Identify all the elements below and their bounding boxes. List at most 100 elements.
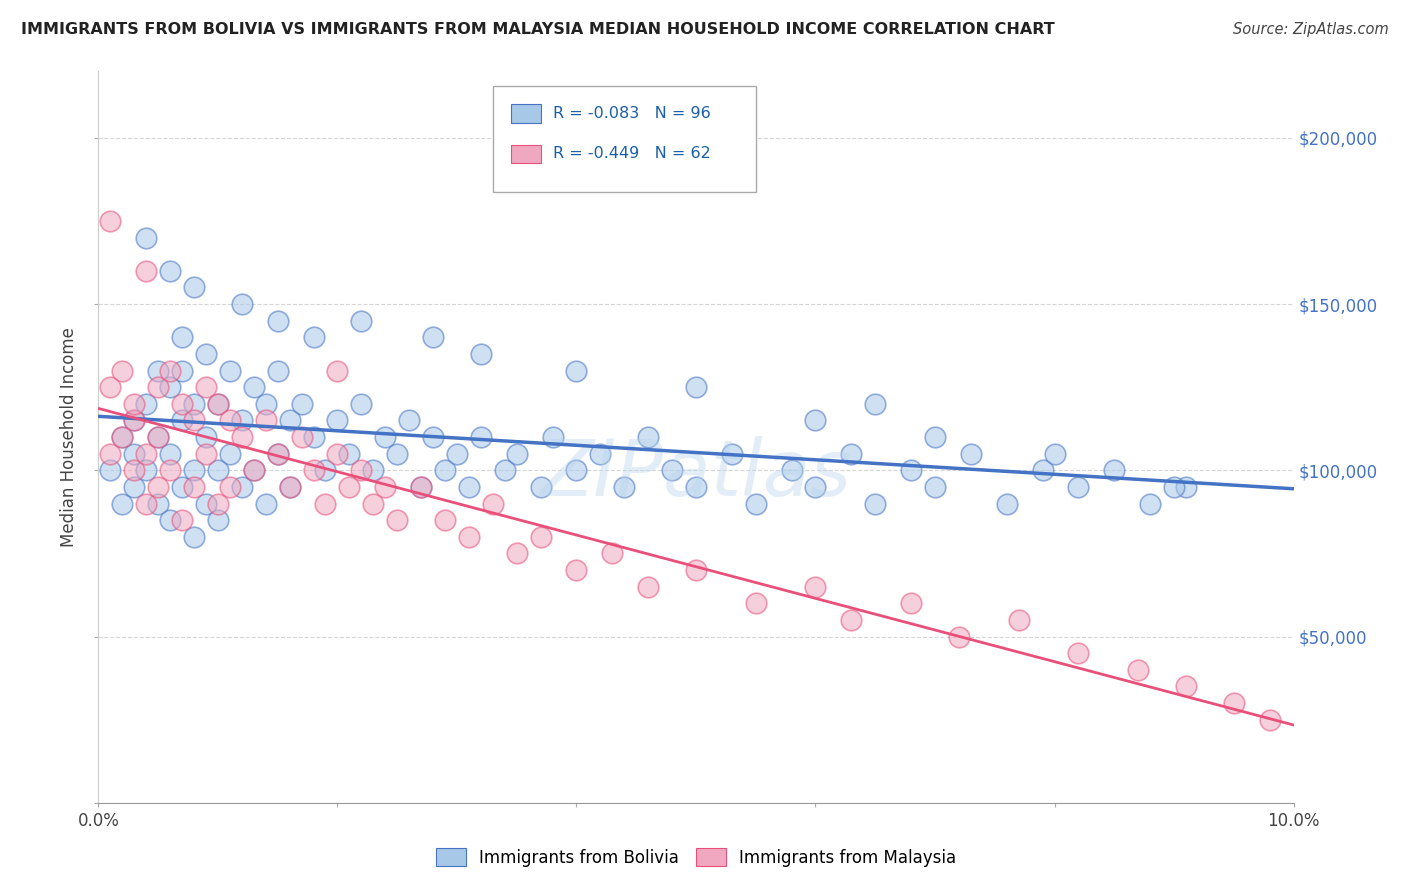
Point [267,447,290,461]
Point [995,497,1018,511]
Point [363,497,385,511]
Point [159,380,181,394]
Point [207,397,229,411]
Point [278,480,301,494]
Point [804,480,827,494]
Point [172,413,194,427]
Point [219,447,242,461]
Point [124,447,146,461]
Y-axis label: Median Household Income: Median Household Income [60,327,79,547]
Legend: Immigrants from Bolivia, Immigrants from Malaysia: Immigrants from Bolivia, Immigrants from… [427,840,965,875]
Point [470,430,492,444]
Point [350,397,373,411]
Point [506,546,529,560]
Point [385,447,409,461]
Point [172,330,194,344]
Point [1175,480,1198,494]
Point [685,563,707,577]
Point [339,447,361,461]
Point [458,530,481,544]
Point [124,480,146,494]
Point [363,463,385,477]
Point [207,513,229,527]
Point [865,497,887,511]
Point [422,330,444,344]
Point [135,264,157,278]
Point [148,430,170,444]
Point [721,447,744,461]
Point [385,513,409,527]
Point [243,463,266,477]
FancyBboxPatch shape [510,104,541,122]
Point [326,447,349,461]
Point [411,480,433,494]
Point [1258,713,1281,727]
Point [374,430,396,444]
Point [1139,497,1161,511]
Point [350,463,373,477]
Text: R = -0.083   N = 96: R = -0.083 N = 96 [553,106,710,121]
Point [254,413,277,427]
Point [243,380,266,394]
Point [602,546,624,560]
Point [267,447,290,461]
Text: ZIPatlas: ZIPatlas [540,435,852,512]
Point [254,497,277,511]
Point [315,463,337,477]
Point [159,447,181,461]
Point [135,497,157,511]
Point [135,463,157,477]
Point [565,563,588,577]
Point [98,463,122,477]
Point [541,430,564,444]
Point [183,280,205,294]
Point [924,430,946,444]
Point [124,413,146,427]
Point [434,513,457,527]
Point [924,480,946,494]
Text: Source: ZipAtlas.com: Source: ZipAtlas.com [1233,22,1389,37]
Point [231,413,253,427]
Point [148,497,170,511]
Point [589,447,612,461]
Point [685,480,707,494]
Point [278,480,301,494]
Point [172,397,194,411]
Point [183,480,205,494]
Point [231,480,253,494]
Point [745,596,768,610]
Point [434,463,457,477]
Point [124,463,146,477]
Point [148,380,170,394]
Point [195,497,218,511]
Point [195,347,218,361]
Point [172,363,194,377]
Point [350,314,373,328]
Point [172,513,194,527]
Point [960,447,983,461]
Point [183,530,205,544]
FancyBboxPatch shape [494,86,756,192]
FancyBboxPatch shape [510,145,541,163]
Point [195,380,218,394]
Point [685,380,707,394]
Point [398,413,420,427]
Point [565,463,588,477]
Point [111,497,134,511]
Point [530,480,553,494]
Point [207,397,229,411]
Point [841,447,863,461]
Point [183,463,205,477]
Point [254,397,277,411]
Point [231,297,253,311]
Point [804,413,827,427]
Point [98,214,122,228]
Point [207,463,229,477]
Point [219,480,242,494]
Point [1067,480,1090,494]
Point [315,497,337,511]
Point [278,413,301,427]
Point [291,430,314,444]
Point [195,447,218,461]
Point [267,314,290,328]
